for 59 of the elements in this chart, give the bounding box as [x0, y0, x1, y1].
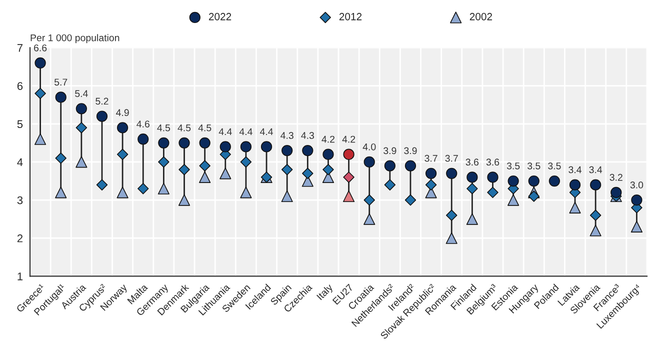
point [630, 220, 643, 233]
data-label: 4.3 [301, 132, 314, 139]
point [508, 194, 520, 206]
point [364, 213, 376, 225]
point [446, 232, 458, 244]
data-label: 6.6 [34, 44, 47, 52]
data-label: 3.5 [506, 162, 520, 170]
point [34, 133, 46, 145]
data-label: 4.4 [260, 128, 273, 136]
data-label: 4.5 [157, 124, 170, 132]
data-label: 4.3 [280, 132, 294, 139]
data-label: 4.2 [322, 136, 334, 143]
data-label: 4.6 [136, 120, 150, 128]
data-label: 4.5 [178, 124, 191, 132]
point [466, 213, 478, 225]
data-label: 3.5 [527, 162, 540, 170]
point [76, 156, 88, 168]
point [590, 224, 602, 236]
data-label: 5.4 [75, 90, 88, 98]
y-tick-label: 6 [17, 82, 23, 90]
point [569, 202, 581, 214]
data-label: 3.0 [630, 182, 644, 188]
y-tick-label: 5 [17, 120, 23, 128]
data-label: 4.5 [198, 124, 212, 132]
data-label: 3.7 [445, 154, 458, 162]
point [240, 186, 252, 198]
data-label: 3.4 [589, 166, 602, 174]
data-label: 5.7 [54, 78, 68, 86]
data-label: 4.2 [342, 136, 356, 143]
data-label: 3.9 [384, 147, 396, 154]
y-tick-label: 3 [17, 196, 23, 204]
data-label: 5.2 [96, 98, 108, 105]
data-label: 4.4 [239, 128, 252, 136]
point [342, 190, 355, 202]
data-label: 3.6 [466, 158, 479, 166]
y-tick-label: 4 [17, 158, 23, 166]
data-label: 3.5 [548, 162, 561, 170]
point [158, 182, 170, 194]
y-tick-label: 1 [18, 272, 23, 280]
y-axis-title: Per 1 000 population [30, 34, 120, 44]
legend-label: 2002 [470, 12, 492, 20]
point [220, 168, 232, 180]
data-label: 3.6 [486, 158, 500, 166]
point [281, 190, 293, 202]
point [178, 194, 190, 206]
data-label: 4.4 [218, 128, 232, 136]
data-label: 4.0 [362, 143, 376, 150]
y-tick-label: 7 [17, 44, 23, 52]
legend-label: 2022 [208, 12, 232, 20]
data-label: 3.2 [610, 174, 622, 181]
legend-label: 2012 [339, 12, 362, 20]
point [116, 186, 128, 198]
point [199, 171, 211, 184]
data-label: 3.9 [404, 147, 417, 154]
point [55, 186, 67, 198]
y-tick-label: 2 [17, 234, 23, 242]
data-label: 3.4 [568, 166, 582, 174]
data-label: 4.9 [116, 109, 129, 116]
data-label: 3.7 [424, 154, 438, 162]
